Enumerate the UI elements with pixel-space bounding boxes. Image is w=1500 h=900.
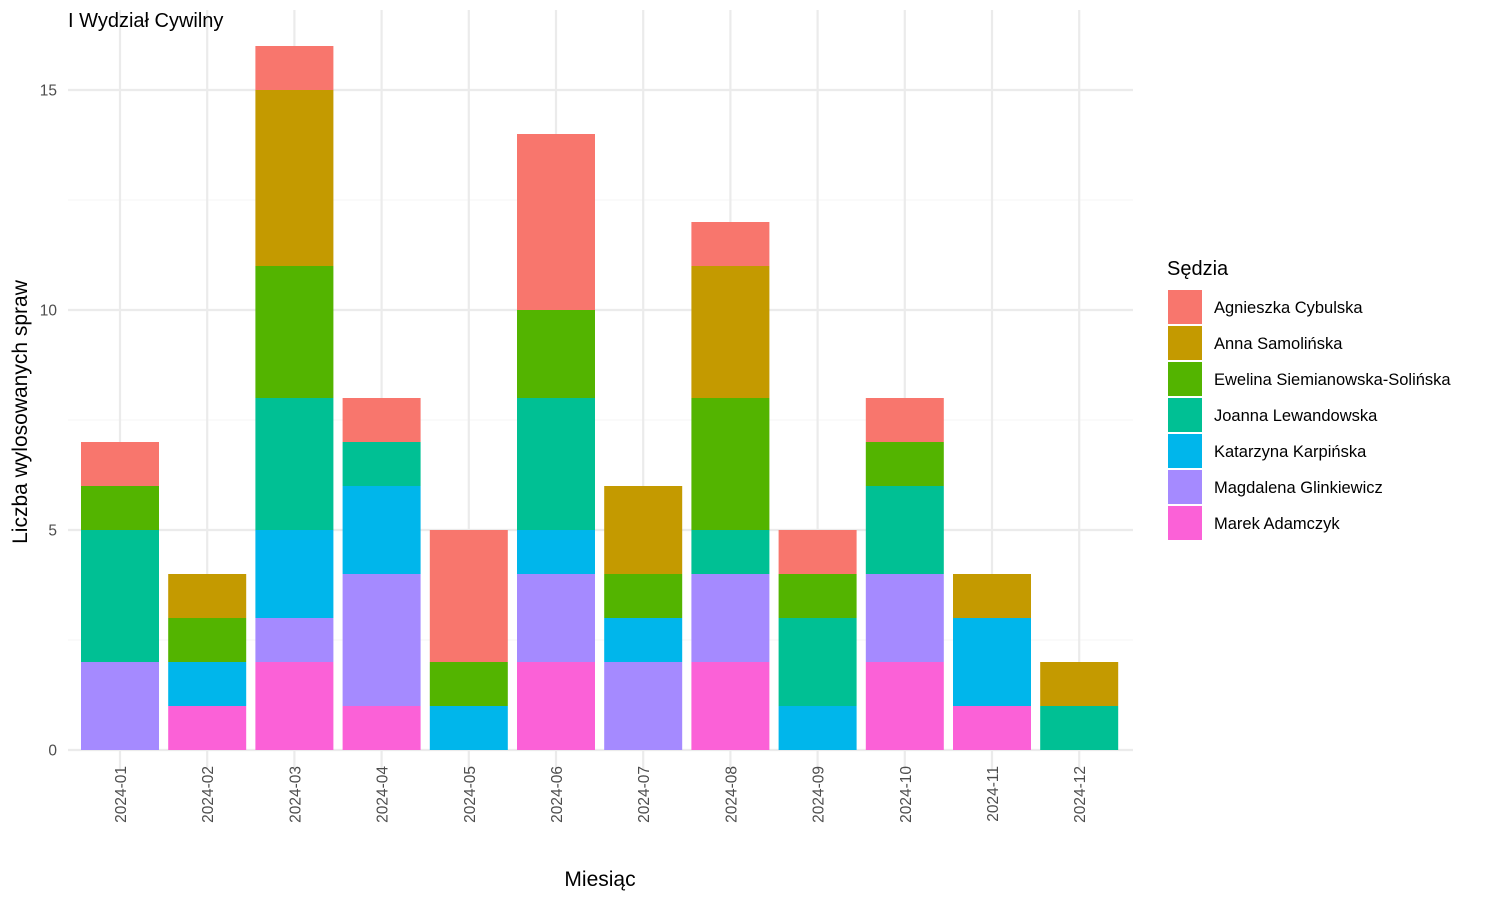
bar-segment [1040, 662, 1119, 706]
bar-segment [953, 574, 1031, 618]
legend-items: Agnieszka Cybulska Anna Samolińska Ewelina… [1168, 290, 1451, 540]
legend-swatch [1168, 398, 1202, 432]
bar-segment [1040, 706, 1119, 750]
bar-segment [255, 398, 334, 530]
bar-segment [604, 486, 683, 574]
legend: Sędzia Agnieszka Cybulska Anna Samolińska… [1167, 258, 1451, 540]
x-tick-label: 2024-04 [375, 766, 392, 823]
legend-label: Marek Adamczyk [1214, 515, 1340, 533]
x-tick-label: 2024-07 [636, 766, 653, 823]
x-tick-label: 2024-05 [462, 766, 479, 823]
bar-segment [953, 706, 1031, 750]
legend-label: Katarzyna Karpińska [1214, 443, 1367, 461]
x-tick-label: 2024-08 [723, 766, 740, 823]
bar-segment [865, 574, 944, 662]
bar-segment [953, 618, 1031, 706]
bar-segment [429, 662, 508, 706]
bar-segment [81, 486, 159, 530]
bar-segment [691, 574, 770, 662]
bars-layer [81, 46, 1119, 750]
bar-segment [604, 574, 683, 618]
bar-segment [778, 574, 857, 618]
bar-segment [691, 266, 770, 398]
legend-label: Ewelina Siemianowska-Solińska [1214, 371, 1451, 389]
y-tick-label: 5 [48, 523, 57, 540]
y-tick-label: 0 [48, 743, 57, 760]
legend-title: Sędzia [1167, 258, 1229, 280]
bar-segment [778, 706, 857, 750]
bar-segment [168, 706, 247, 750]
bar-segment [604, 618, 683, 662]
chart-title: I Wydział Cywilny [68, 10, 223, 32]
bar-segment [865, 486, 944, 574]
legend-swatch [1168, 470, 1202, 504]
bar-segment [255, 618, 334, 662]
bar-segment [517, 398, 595, 530]
bar-segment [81, 442, 159, 486]
y-tick-label: 15 [40, 83, 57, 100]
legend-swatch [1168, 362, 1202, 396]
legend-swatch [1168, 326, 1202, 360]
bar-segment [778, 618, 857, 706]
y-axis-title: Liczba wylosowanych spraw [9, 279, 32, 544]
legend-swatch [1168, 434, 1202, 468]
bar-segment [342, 398, 421, 442]
bar-segment [517, 574, 595, 662]
bar-segment [778, 530, 857, 574]
bar-segment [168, 618, 247, 662]
bar-segment [604, 662, 683, 750]
axes-layer: 0 5 10 15 2024-01 2024-02 2024-03 2024-04 2024-0… [40, 83, 1089, 823]
legend-swatch [1168, 290, 1202, 324]
legend-label: Anna Samolińska [1214, 335, 1343, 353]
bar-segment [517, 310, 595, 398]
bar-segment [255, 530, 334, 618]
bar-segment [342, 574, 421, 706]
bar-segment [81, 530, 159, 662]
bar-segment [517, 134, 595, 310]
bar-segment [81, 662, 159, 750]
x-tick-label: 2024-03 [287, 766, 304, 823]
bar-segment [255, 46, 334, 90]
bar-segment [255, 662, 334, 750]
legend-label: Agnieszka Cybulska [1214, 299, 1363, 317]
bar-segment [517, 662, 595, 750]
bar-segment [168, 662, 247, 706]
x-tick-label: 2024-12 [1072, 766, 1089, 823]
x-tick-label: 2024-02 [200, 766, 217, 823]
legend-swatch [1168, 506, 1202, 540]
bar-segment [691, 398, 770, 530]
x-tick-label: 2024-01 [113, 766, 130, 823]
bar-segment [255, 90, 334, 266]
bar-segment [517, 530, 595, 574]
bar-segment [429, 706, 508, 750]
bar-segment [342, 486, 421, 574]
bar-segment [168, 574, 247, 618]
bar-segment [691, 222, 770, 266]
bar-segment [865, 662, 944, 750]
x-tick-label: 2024-11 [985, 766, 1002, 822]
bar-segment [429, 530, 508, 662]
y-tick-label: 10 [40, 303, 58, 320]
bar-segment [342, 706, 421, 750]
x-tick-label: 2024-09 [811, 766, 828, 823]
x-tick-label: 2024-10 [898, 766, 915, 823]
bar-segment [865, 398, 944, 442]
bar-segment [691, 662, 770, 750]
bar-segment [255, 266, 334, 398]
x-tick-label: 2024-06 [549, 766, 566, 823]
bar-segment [342, 442, 421, 486]
bar-segment [691, 530, 770, 574]
x-axis-title: Miesiąc [564, 868, 635, 891]
legend-label: Magdalena Glinkiewicz [1214, 479, 1383, 497]
bar-segment [865, 442, 944, 486]
legend-label: Joanna Lewandowska [1214, 407, 1378, 425]
